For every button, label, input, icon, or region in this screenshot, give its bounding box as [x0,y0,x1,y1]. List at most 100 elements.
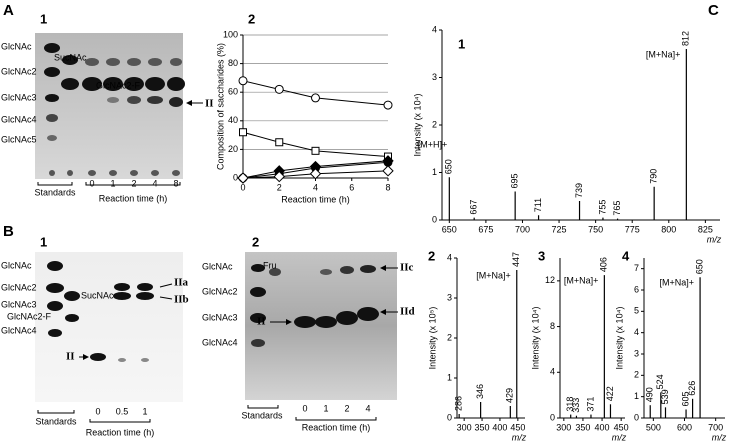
panel-number: 2 [252,234,259,249]
lane-label: 8 [173,178,178,188]
lane-label: 2 [344,403,349,413]
y-tick-label: 2 [432,119,437,129]
y-axis-label: Intensity (x 10⁵) [427,307,437,370]
lane-label: 4 [152,178,157,188]
spots [44,43,185,176]
peak-label: 739 [574,183,584,198]
x-axis-label: m/z [612,432,627,442]
y-tick-label: 7 [634,263,639,273]
bracket [247,405,279,409]
band-label: GlcNAc [202,261,233,271]
product-label: IIb [174,294,189,306]
product-label: IId [400,306,415,318]
x-tick-label: 725 [552,224,567,234]
product-label: IIc [400,262,414,274]
bracket [37,410,75,414]
marker [237,172,249,184]
x-axis-label: Reaction time (h) [281,194,350,204]
y-tick-label: 4 [447,252,452,262]
arrow [159,296,173,300]
band-label: GlcNAc4 [1,325,37,335]
y-tick-label: 1 [634,391,639,401]
x-tick-label: 350 [475,422,490,432]
y-axis-label: Intensity (x 10⁴) [412,94,422,157]
band-label: SucNAc [54,52,87,62]
band-label: GlcNAc3 [1,299,37,309]
product-label: IIa [174,277,189,289]
y-tick-label: 8 [550,321,555,331]
lane-label: 0 [89,178,94,188]
y-axis-label: Intensity (x 10⁴) [614,307,624,370]
product-label: II [66,351,75,363]
marker [382,165,394,177]
marker [238,76,248,86]
lane-label: 0 [302,403,307,413]
band-label: Fru [263,260,277,270]
arrow-head [380,309,386,315]
peak-label: 626 [687,381,697,396]
series-line [242,170,389,179]
tlc-b1: 1 GlcNAc GlcNAc2 SucNAc GlcNAc3 GlcNAc2-… [1,234,189,437]
peak-label: 333 [571,398,581,413]
y-tick-label: 0 [233,172,238,182]
panel-letter: A [3,2,14,19]
band-label: GlcNAc5 [1,134,37,144]
spots [250,264,379,347]
band-label: GlcNAc [1,260,32,270]
peak-label: 790 [649,169,659,184]
peak-label: 755 [597,200,607,215]
arrow-head [286,319,292,325]
arrow-head [83,354,89,360]
series-line [242,160,389,179]
arrow-head [380,265,386,271]
x-axis-label: Reaction time (h) [302,422,371,432]
marker [383,157,393,167]
standards-label: Standards [241,410,283,420]
x-tick-label: 650 [442,224,457,234]
marker [311,93,320,103]
y-tick-label: 40 [228,115,238,125]
lane-label: 2 [131,178,136,188]
x-tick-label: 825 [698,224,713,234]
spots [46,261,154,362]
annotation: [M+H]+ [418,140,448,150]
y-tick-label: 3 [432,72,437,82]
product-label: II [205,98,214,110]
bracket [37,182,73,186]
band-label: GlcNAc3 [202,312,238,322]
x-tick-label: 500 [646,422,661,432]
x-axis-label: Reaction time (h) [99,193,168,203]
bracket [85,182,181,186]
band-label: GlcNAc2-F [7,311,52,321]
peak-label: 346 [475,384,485,399]
panel-number: 2 [428,248,435,263]
x-axis-label: m/z [712,432,727,442]
band-label: GlcNAc4 [1,114,37,124]
y-tick-label: 0 [432,214,437,224]
bracket [295,417,377,421]
lane-label: 1 [142,406,147,416]
peak-label: 539 [660,389,670,404]
marker [383,100,393,110]
standards-label: Standards [35,416,77,426]
marker [275,138,284,147]
y-tick-label: 4 [432,24,437,34]
peak-label: 524 [655,374,665,389]
peak-label: 650 [444,159,454,174]
peak-label: 490 [645,387,655,402]
x-tick-label: 2 [277,182,282,192]
series-line [242,80,389,106]
y-tick-label: 6 [634,284,639,294]
panel-number: 2 [248,11,255,26]
x-tick-label: 0 [240,182,245,192]
peak-label: 286 [454,396,464,411]
y-tick-label: 4 [634,327,639,337]
product-label: II [257,316,266,328]
peak-label: 812 [681,31,691,46]
lane-label: 1 [323,403,328,413]
x-tick-label: 400 [492,422,507,432]
y-tick-label: 20 [228,144,238,154]
y-tick-label: 3 [634,348,639,358]
x-tick-label: 775 [625,224,640,234]
annotation: [M+Na]+ [660,278,695,288]
